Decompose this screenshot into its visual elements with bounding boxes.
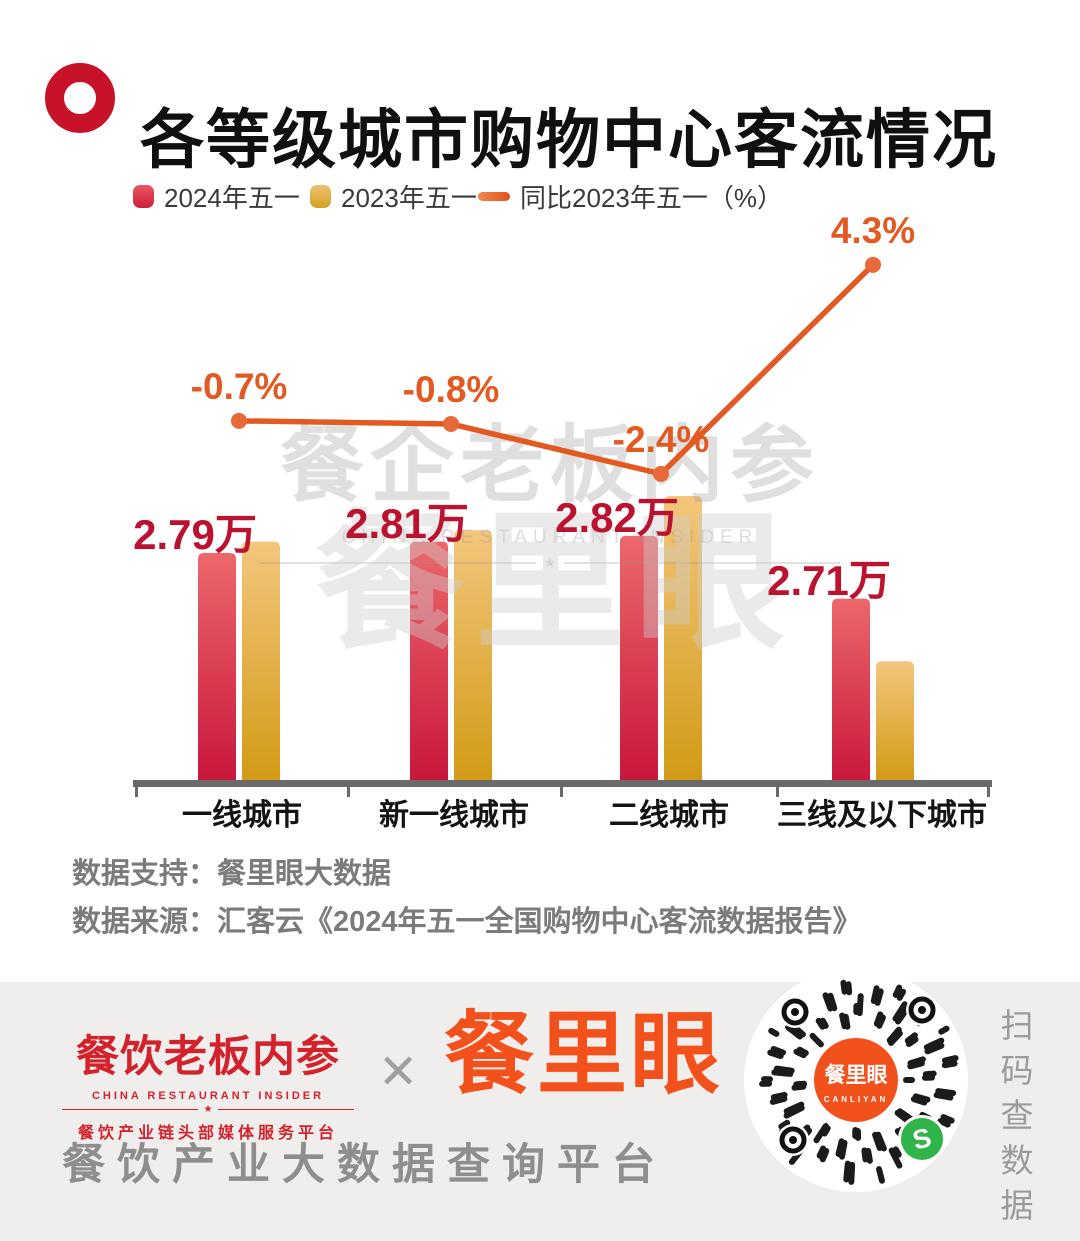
legend-red-square-icon [133, 185, 154, 208]
axis-tick [560, 780, 563, 797]
bar-2024-1 [410, 541, 448, 783]
legend-item-2023: 2023年五一 [310, 178, 477, 215]
qr-center-sub: CANLIYAN [824, 1095, 889, 1104]
legend-label-yoy: 同比2023年五一（%） [520, 183, 783, 213]
axis-tick [987, 780, 990, 797]
brand1-star-divider: ★ [62, 1104, 354, 1115]
x-separator-icon: ✕ [378, 1046, 419, 1099]
source-support-line: 数据支持：餐里眼大数据 [72, 858, 392, 890]
legend-label-2024: 2024年五一 [164, 183, 300, 213]
brand-canliyan: 餐里眼 [444, 1005, 723, 1105]
yoy-point-0 [231, 412, 247, 429]
qr-scan-hint: 扫码查数据 [996, 1008, 1033, 1233]
legend-item-2024: 2024年五一 [133, 178, 300, 215]
legend-gold-square-icon [310, 185, 331, 208]
qr-center-disc [814, 1038, 898, 1122]
brand1-english: CHINA RESTAURANT INSIDER [91, 1090, 325, 1102]
axis-tick [135, 780, 138, 797]
yoy-line [236, 262, 876, 477]
qr-center-text: 餐里眼 [825, 1063, 888, 1087]
bar-2023-2 [664, 496, 702, 783]
bar-2023-1 [454, 530, 492, 783]
legend-line-icon [478, 192, 510, 201]
bar-2024-3 [832, 598, 870, 783]
axis-tick [776, 780, 779, 797]
footer-tagline: 餐饮产业大数据查询平台 [62, 1141, 667, 1189]
axis-tick [347, 780, 350, 797]
miniprogram-badge-icon [901, 1118, 943, 1160]
bar-2024-0 [198, 553, 236, 783]
star-icon: ★ [203, 1104, 213, 1115]
bar-2024-2 [620, 535, 658, 783]
brand1-subtitle: 餐饮产业链头部媒体服务平台 [77, 1125, 338, 1142]
brand-china-restaurant-insider: 餐饮老板内参 CHINA RESTAURANT INSIDER ★ 餐饮产业链头… [62, 1022, 354, 1143]
source-origin-line: 数据来源：汇客云《2024年五一全国购物中心客流数据报告》 [72, 906, 862, 938]
legend-label-2023: 2023年五一 [341, 183, 477, 213]
bar-2023-0 [242, 541, 280, 783]
yoy-point-3 [865, 256, 881, 273]
legend-item-yoy: 同比2023年五一（%） [478, 178, 783, 215]
yoy-point-2 [653, 465, 669, 482]
red-ring-icon [45, 63, 115, 133]
yoy-point-1 [443, 415, 459, 432]
brand1-name: 餐饮老板内参 [76, 1033, 340, 1081]
qr-code: 餐里眼 CANLIYAN S [744, 968, 968, 1192]
bar-2023-3 [876, 661, 914, 783]
page-title: 各等级城市购物中心客流情况 [140, 103, 998, 176]
